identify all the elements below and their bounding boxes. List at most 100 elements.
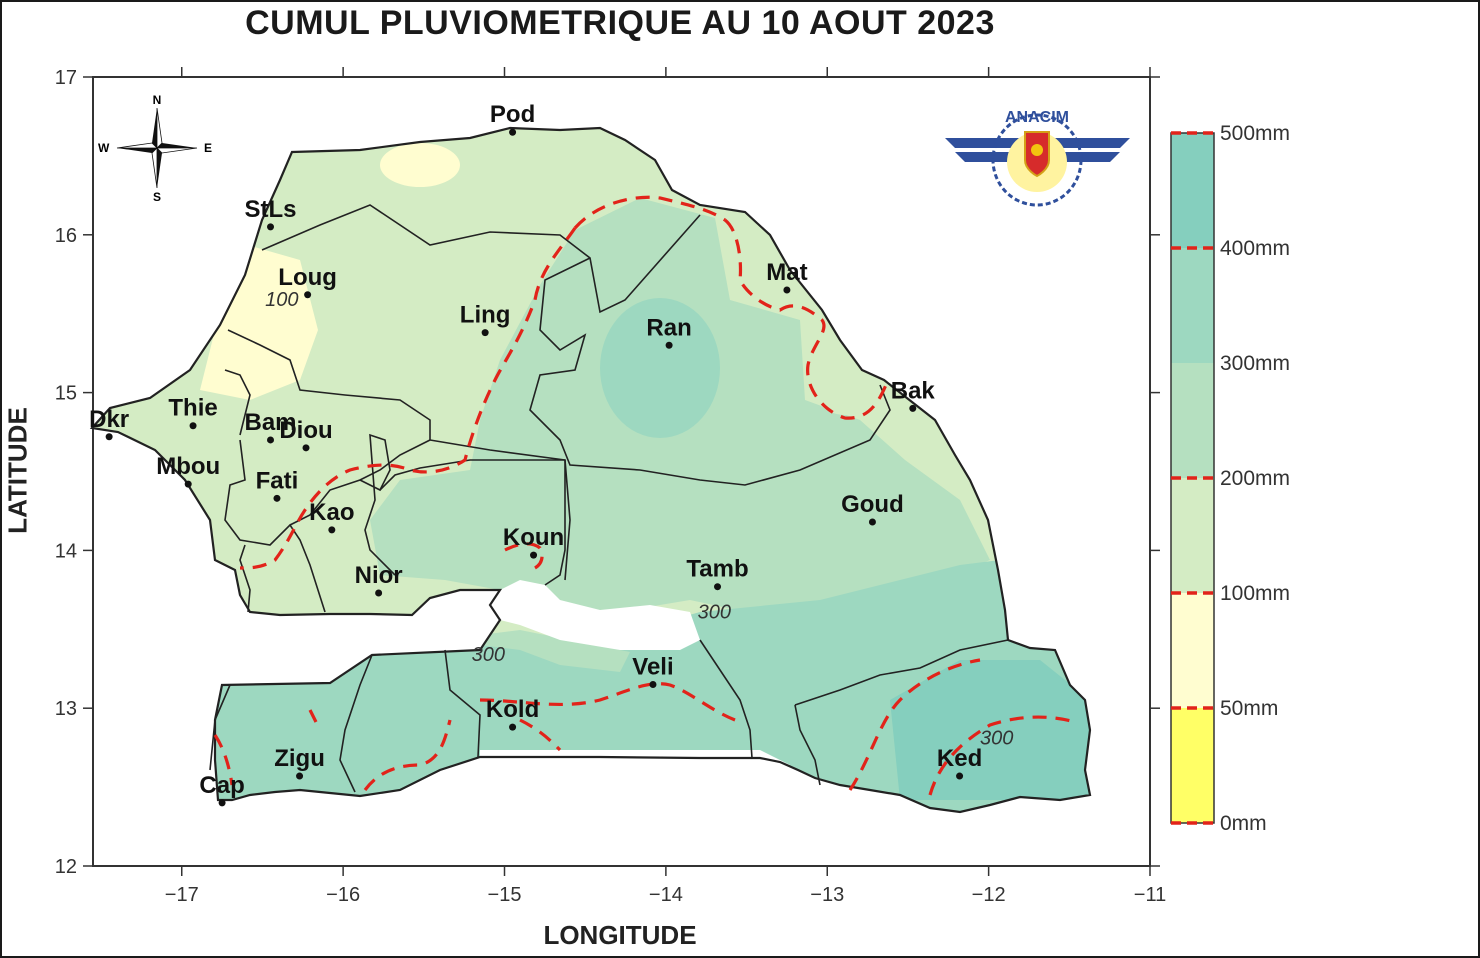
city-label: Kao (309, 499, 354, 526)
city-marker (530, 551, 538, 559)
city-label: Bam (244, 409, 296, 436)
city-label: Goud (841, 491, 904, 518)
zone-400-500-ked (890, 660, 1090, 800)
legend-label-group: 0mm 50mm 100mm 200mm 300mm 400mm 500mm (1171, 122, 1290, 835)
legend-label: 400mm (1220, 237, 1290, 260)
legend-label: 0mm (1220, 812, 1267, 835)
city-marker (714, 583, 722, 591)
isoline-label: 300 (980, 727, 1013, 749)
city-label: Diou (279, 417, 332, 444)
y-tick-group: 17 16 15 14 13 12 (55, 67, 1160, 878)
compass-e: E (204, 141, 212, 155)
city-label: Mbou (156, 453, 220, 480)
legend-band (1171, 478, 1214, 593)
legend-label: 50mm (1220, 697, 1278, 720)
x-tick-label: −15 (488, 884, 522, 906)
city-marker (375, 589, 383, 597)
city-label: Ked (937, 745, 982, 772)
logo-text: ANACIM (1005, 109, 1069, 126)
axes-frame: −17 −16 −15 −14 −13 −12 −11 17 16 15 14 13 12 (55, 67, 1166, 906)
city-label: Fati (256, 467, 299, 494)
isoline-label: 100 (265, 289, 298, 311)
anacim-logo: ANACIM (945, 109, 1130, 207)
y-tick-label: 16 (55, 225, 77, 247)
city-label: Thie (168, 395, 217, 422)
city-label: Veli (632, 654, 673, 681)
city-label: Pod (490, 101, 535, 128)
city-label: Loug (278, 264, 337, 291)
compass-s: S (153, 190, 161, 204)
legend-band (1171, 708, 1214, 823)
city-marker (267, 223, 275, 231)
zone-lt-100mm-north (380, 143, 460, 187)
city-label: Bak (891, 377, 936, 404)
city-marker (783, 286, 791, 294)
legend-label: 100mm (1220, 582, 1290, 605)
legend-band (1171, 363, 1214, 478)
city-label: Dkr (89, 406, 129, 433)
city-marker (267, 436, 275, 444)
city-label: StLs (245, 196, 297, 223)
y-tick-label: 14 (55, 540, 77, 562)
city-marker (184, 480, 192, 488)
city-label: Koun (503, 524, 564, 551)
city-marker (481, 329, 489, 337)
city-marker (189, 422, 197, 430)
rainfall-map: 100 300 300 300 Pod StLs Loug Ling Ran Mat Bak Dkr… (89, 101, 1092, 814)
country-border (89, 126, 1092, 814)
legend-band-group (1171, 133, 1214, 823)
y-tick-label: 17 (55, 67, 77, 89)
city-marker (868, 518, 876, 526)
city-marker (302, 444, 310, 452)
x-axis-label: LONGITUDE (543, 920, 697, 950)
compass-rose: N S E W (98, 93, 212, 204)
x-tick-label: −12 (972, 884, 1006, 906)
city-marker (509, 128, 517, 136)
legend-band (1171, 133, 1214, 248)
x-tick-label: −13 (810, 884, 844, 906)
bak-low-zone (805, 325, 885, 415)
isoline-label-group: 100 300 300 300 (265, 289, 1013, 750)
rainfall-contours (213, 195, 1076, 796)
zone-300-400-ran (600, 298, 720, 438)
city-label: Zigu (274, 745, 325, 772)
y-tick-label: 13 (55, 698, 77, 720)
y-tick-label: 15 (55, 383, 77, 405)
gambia-gap (430, 580, 700, 650)
city-marker (105, 433, 113, 441)
x-tick-label: −11 (1134, 884, 1166, 906)
color-legend: 0mm 50mm 100mm 200mm 300mm 400mm 500mm (1170, 122, 1290, 835)
city-marker (649, 681, 657, 689)
city-marker (218, 799, 226, 807)
city-marker (273, 494, 281, 502)
zone-300-400-south (200, 560, 1090, 812)
x-tick-label: −14 (649, 884, 683, 906)
city-marker (296, 772, 304, 780)
city-label: Tamb (686, 556, 748, 583)
legend-band (1171, 593, 1214, 708)
city-label: Ling (460, 302, 511, 329)
isoline-label: 300 (472, 644, 505, 666)
city-label: Nior (355, 562, 403, 589)
region-borders (209, 204, 1009, 793)
compass-w: W (98, 141, 110, 155)
map-title: CUMUL PLUVIOMETRIQUE AU 10 AOUT 2023 (245, 4, 995, 42)
compass-n: N (153, 93, 162, 107)
legend-band (1171, 248, 1214, 363)
x-tick-group: −17 −16 −15 −14 −13 −12 −11 (165, 67, 1166, 906)
city-label: Cap (199, 772, 244, 799)
y-tick-label: 12 (55, 856, 77, 878)
city-marker (328, 526, 336, 534)
x-tick-label: −16 (326, 884, 360, 906)
city-marker (509, 723, 517, 731)
city-marker (956, 772, 964, 780)
legend-label: 200mm (1220, 467, 1290, 490)
city-marker (665, 341, 673, 349)
city-label: Mat (766, 259, 807, 286)
city-label: Kold (486, 696, 539, 723)
legend-label: 300mm (1220, 352, 1290, 375)
city-marker (909, 404, 917, 412)
